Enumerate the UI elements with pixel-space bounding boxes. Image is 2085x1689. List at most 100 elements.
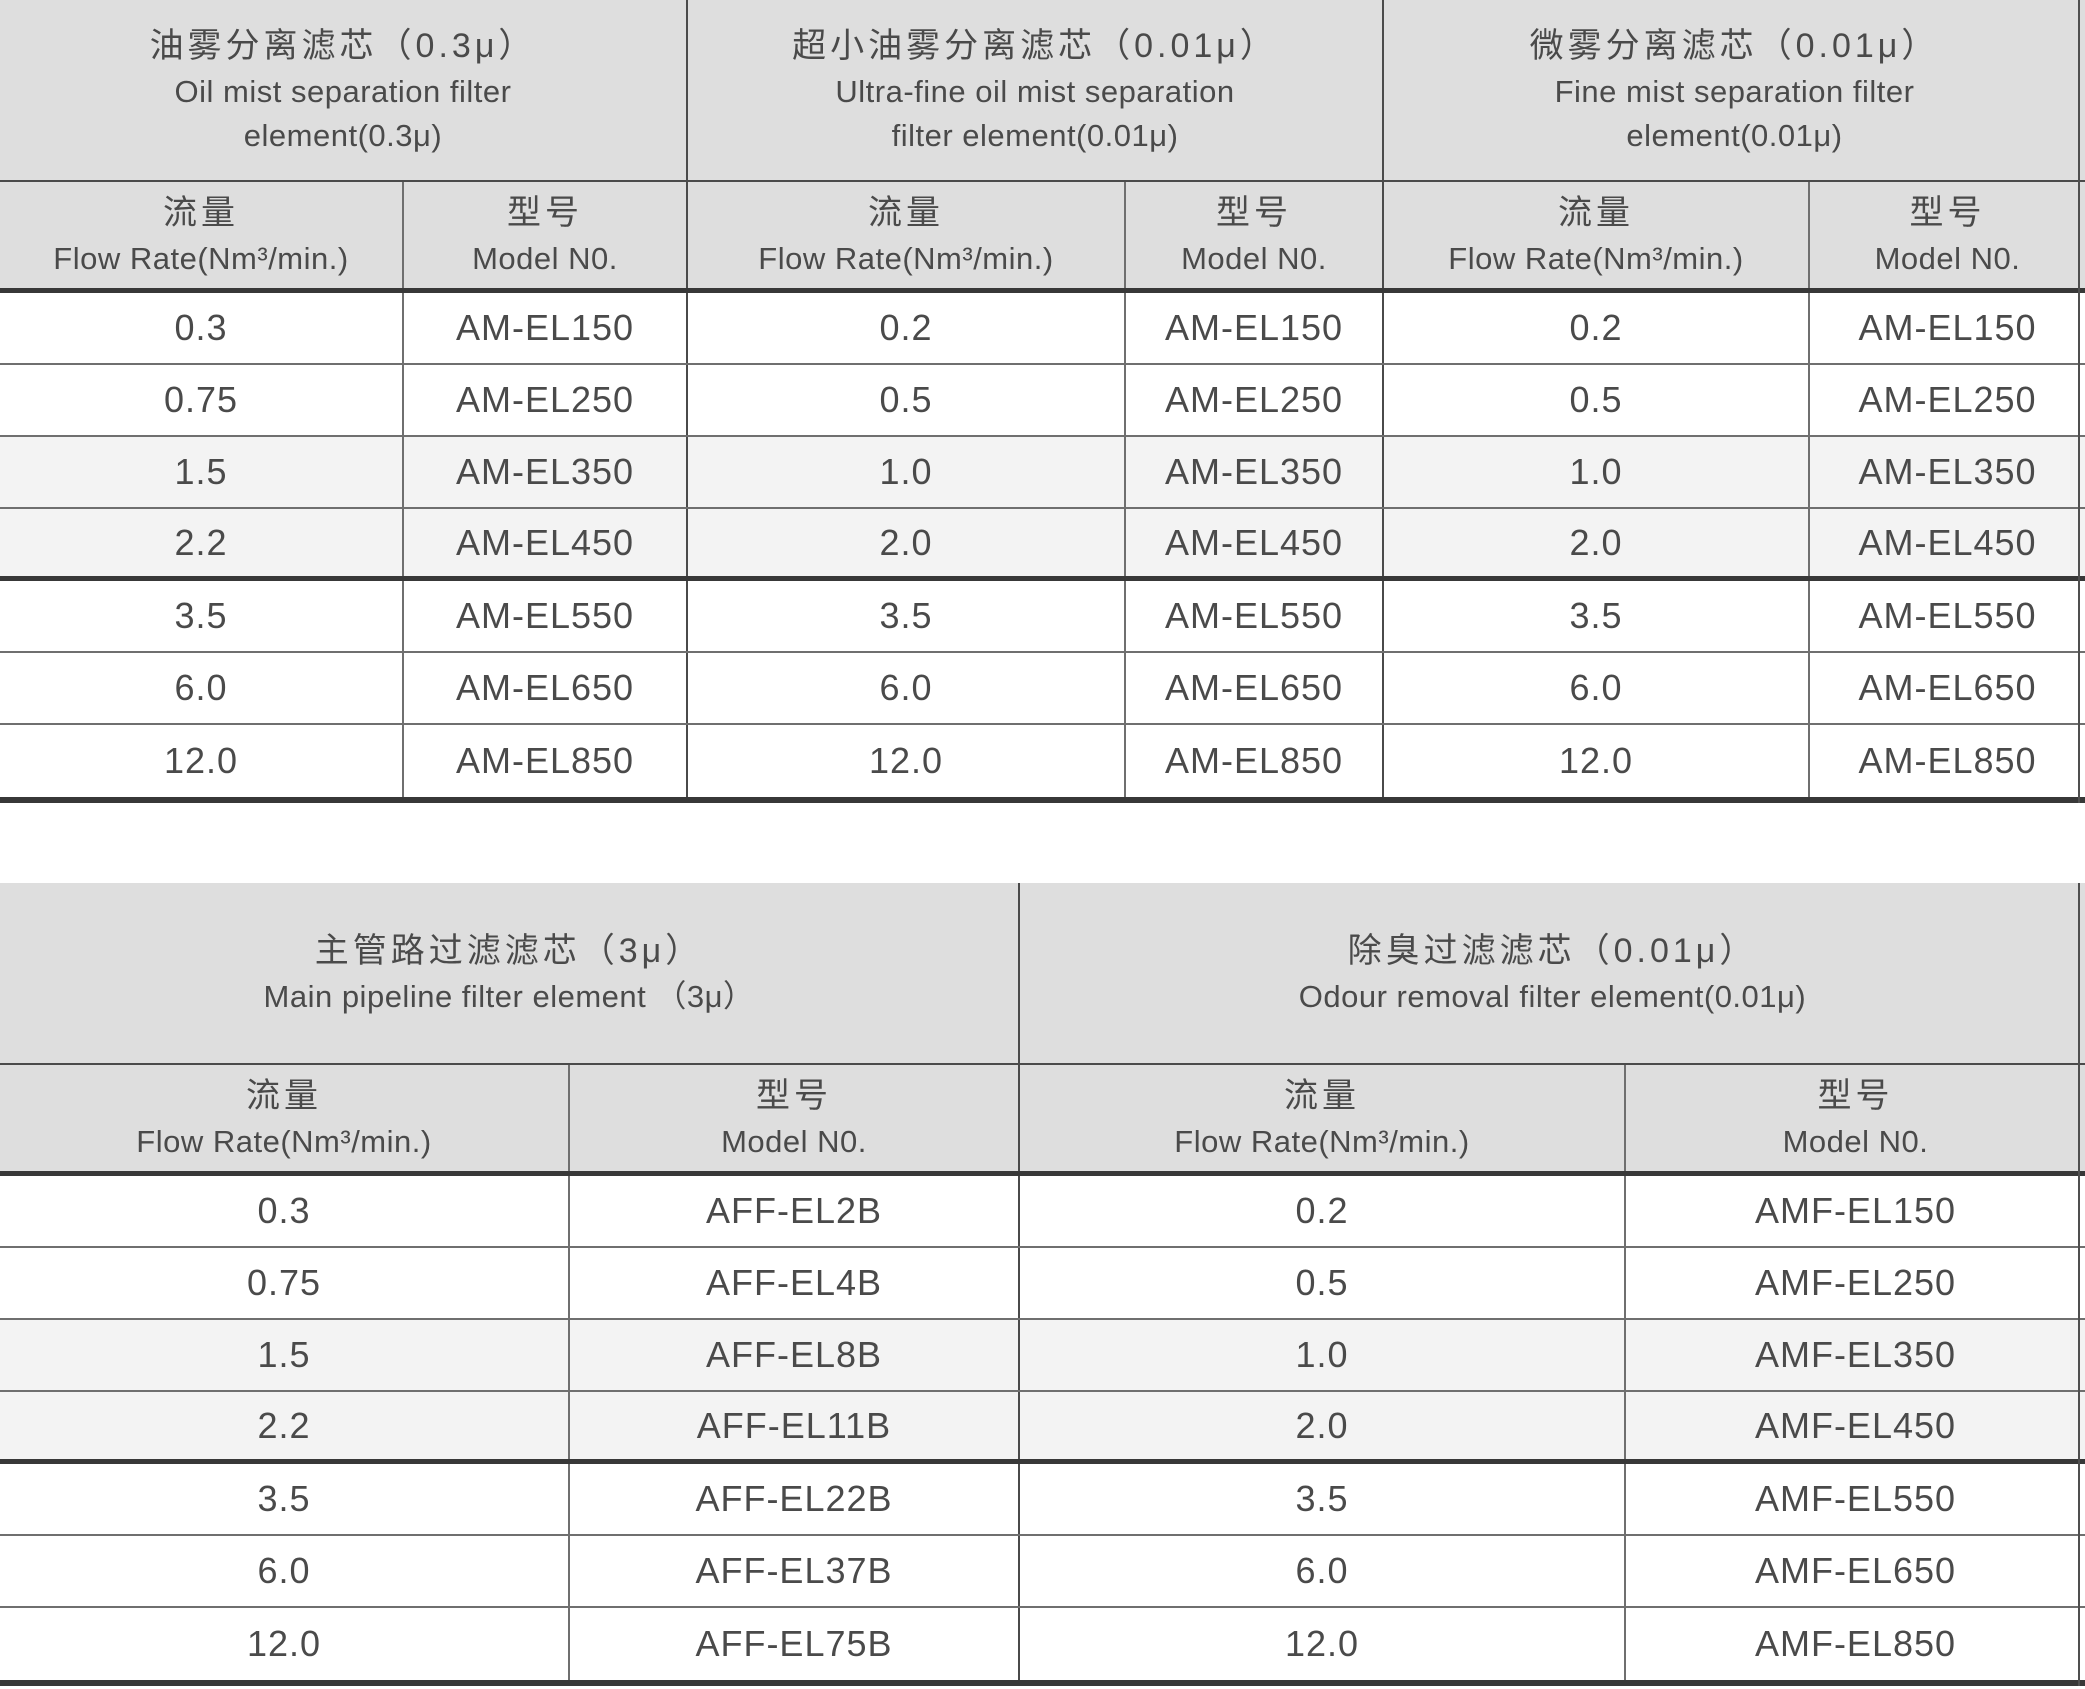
pipeline-odour-filter-table: 主管路过滤滤芯（3μ） Main pipeline filter element … [0,883,2085,1686]
flow-header-zh: 流量 [246,1077,322,1115]
flow-header-en: Flow Rate(Nm³/min.) [53,241,349,276]
data-row: 6.0 AFF-EL37B 6.0 AMF-EL650 [0,1536,2085,1608]
data-row: 0.75 AFF-EL4B 0.5 AMF-EL250 [0,1248,2085,1320]
model-value-cell: AFF-EL2B [570,1176,1020,1246]
model-value-cell: AM-EL350 [1126,437,1384,507]
flow-value-cell: 1.0 [1384,437,1810,507]
model-header-zh: 型号 [1909,194,1986,232]
model-value-cell: AM-EL850 [404,725,688,797]
group-title-en: element(0.01μ) [1626,118,1843,153]
model-value-cell: AMF-EL550 [1754,1478,1957,1519]
flow-column-header: 流量 Flow Rate(Nm³/min.) [0,182,404,288]
flow-header-zh: 流量 [163,194,239,232]
model-value-cell: AM-EL650 [404,653,688,723]
flow-value-cell: 1.0 [688,437,1126,507]
group-title-zh: 微雾分离滤芯（0.01μ） [1529,27,1940,65]
flow-value-cell: 1.5 [0,1320,570,1390]
flow-value-cell: 12.0 [1020,1608,1626,1680]
flow-header-en: Flow Rate(Nm³/min.) [1174,1124,1470,1159]
mist-separation-filter-table: 油雾分离滤芯（0.3μ） Oil mist separation filter el… [0,0,2085,803]
model-column-header: 型号 Model N0. [1626,1065,2085,1171]
model-value-cell: AM-EL250 [1126,365,1384,435]
group-title-cell: 微雾分离滤芯（0.01μ） Fine mist separation filter… [1384,0,2085,180]
group-title-en: Main pipeline filter element （3μ） [263,979,755,1014]
flow-value-cell: 0.5 [1020,1248,1626,1318]
data-row: 2.2 AM-EL450 2.0 AM-EL450 2.0 AM-EL450 [0,509,2085,581]
group-title-en: element(0.3μ) [243,118,443,153]
flow-value-cell: 0.5 [1384,365,1810,435]
flow-value-cell: 2.2 [0,1392,570,1459]
column-header-row: 流量 Flow Rate(Nm³/min.) 型号 Model N0. 流量 Flow R… [0,182,2085,293]
model-column-header: 型号 Model N0. [1126,182,1384,288]
column-header-row: 流量 Flow Rate(Nm³/min.) 型号 Model N0. 流量 Flow R… [0,1065,2085,1176]
model-value-cell: AM-EL350 [404,437,688,507]
group-title-cell: 油雾分离滤芯（0.3μ） Oil mist separation filter el… [0,0,688,180]
flow-value-cell: 12.0 [0,725,404,797]
table-right-border [2078,0,2080,803]
model-value-cell: AFF-EL11B [570,1392,1020,1459]
model-column-header: 型号 Model N0. [1810,182,2085,288]
model-value-cell: AM-EL150 [1126,293,1384,363]
model-column-header: 型号 Model N0. [570,1065,1020,1171]
data-row: 6.0 AM-EL650 6.0 AM-EL650 6.0 AM-EL650 [0,653,2085,725]
model-header-en: Model N0. [1874,241,2021,276]
model-header-en: Model N0. [1782,1124,1929,1159]
model-value-cell: AM-EL550 [404,581,688,651]
model-value-cell: AM-EL350 [1858,451,2037,492]
model-value-cell: AM-EL850 [1858,740,2037,781]
model-header-zh: 型号 [756,1077,832,1115]
flow-value-cell: 0.2 [1384,293,1810,363]
model-value-cell: AFF-EL22B [570,1464,1020,1534]
group-title-zh: 油雾分离滤芯（0.3μ） [149,27,537,65]
model-value-cell: AM-EL250 [1858,379,2037,420]
group-title-en: Oil mist separation filter [174,74,512,109]
model-value-cell: AMF-EL850 [1754,1623,1957,1664]
flow-value-cell: 3.5 [0,1464,570,1534]
model-value-cell: AFF-EL37B [570,1536,1020,1606]
flow-value-cell: 0.75 [0,1248,570,1318]
flow-value-cell: 6.0 [1384,653,1810,723]
model-value-cell: AMF-EL450 [1754,1404,1957,1446]
flow-value-cell: 2.0 [1020,1392,1626,1459]
flow-value-cell: 12.0 [1384,725,1810,797]
group-title-zh: 除臭过滤滤芯（0.01μ） [1347,932,1758,970]
data-row: 0.75 AM-EL250 0.5 AM-EL250 0.5 AM-EL250 [0,365,2085,437]
group-title-zh: 主管路过滤滤芯（3μ） [314,932,704,970]
model-value-cell: AMF-EL150 [1754,1190,1957,1231]
model-header-zh: 型号 [1216,194,1292,232]
flow-header-zh: 流量 [868,194,944,232]
model-value-cell: AM-EL450 [404,509,688,576]
flow-value-cell: 0.5 [688,365,1126,435]
model-value-cell: AFF-EL8B [570,1320,1020,1390]
model-value-cell: AM-EL150 [1858,307,2037,348]
data-row: 3.5 AFF-EL22B 3.5 AMF-EL550 [0,1464,2085,1536]
model-value-cell: AMF-EL250 [1754,1262,1957,1303]
flow-value-cell: 2.0 [1384,509,1810,576]
flow-value-cell: 2.2 [0,509,404,576]
model-value-cell: AM-EL450 [1126,509,1384,576]
model-value-cell: AM-EL650 [1126,653,1384,723]
data-row: 1.5 AM-EL350 1.0 AM-EL350 1.0 AM-EL350 [0,437,2085,509]
model-header-zh: 型号 [1817,1077,1894,1115]
flow-value-cell: 12.0 [0,1608,570,1680]
model-header-zh: 型号 [507,194,583,232]
data-row: 12.0 AFF-EL75B 12.0 AMF-EL850 [0,1608,2085,1686]
flow-value-cell: 0.3 [0,293,404,363]
flow-value-cell: 6.0 [0,653,404,723]
group-title-en: Ultra-fine oil mist separation [835,74,1235,109]
model-value-cell: AM-EL250 [404,365,688,435]
flow-header-en: Flow Rate(Nm³/min.) [136,1124,432,1159]
data-row: 2.2 AFF-EL11B 2.0 AMF-EL450 [0,1392,2085,1464]
flow-header-zh: 流量 [1558,194,1634,232]
group-title-zh: 超小油雾分离滤芯（0.01μ） [792,27,1278,65]
model-value-cell: AFF-EL4B [570,1248,1020,1318]
flow-value-cell: 3.5 [1384,581,1810,651]
flow-column-header: 流量 Flow Rate(Nm³/min.) [1020,1065,1626,1171]
flow-value-cell: 6.0 [1020,1536,1626,1606]
data-row: 0.3 AFF-EL2B 0.2 AMF-EL150 [0,1176,2085,1248]
model-value-cell: AFF-EL75B [570,1608,1020,1680]
flow-header-zh: 流量 [1284,1077,1360,1115]
flow-column-header: 流量 Flow Rate(Nm³/min.) [1384,182,1810,288]
flow-value-cell: 0.3 [0,1176,570,1246]
